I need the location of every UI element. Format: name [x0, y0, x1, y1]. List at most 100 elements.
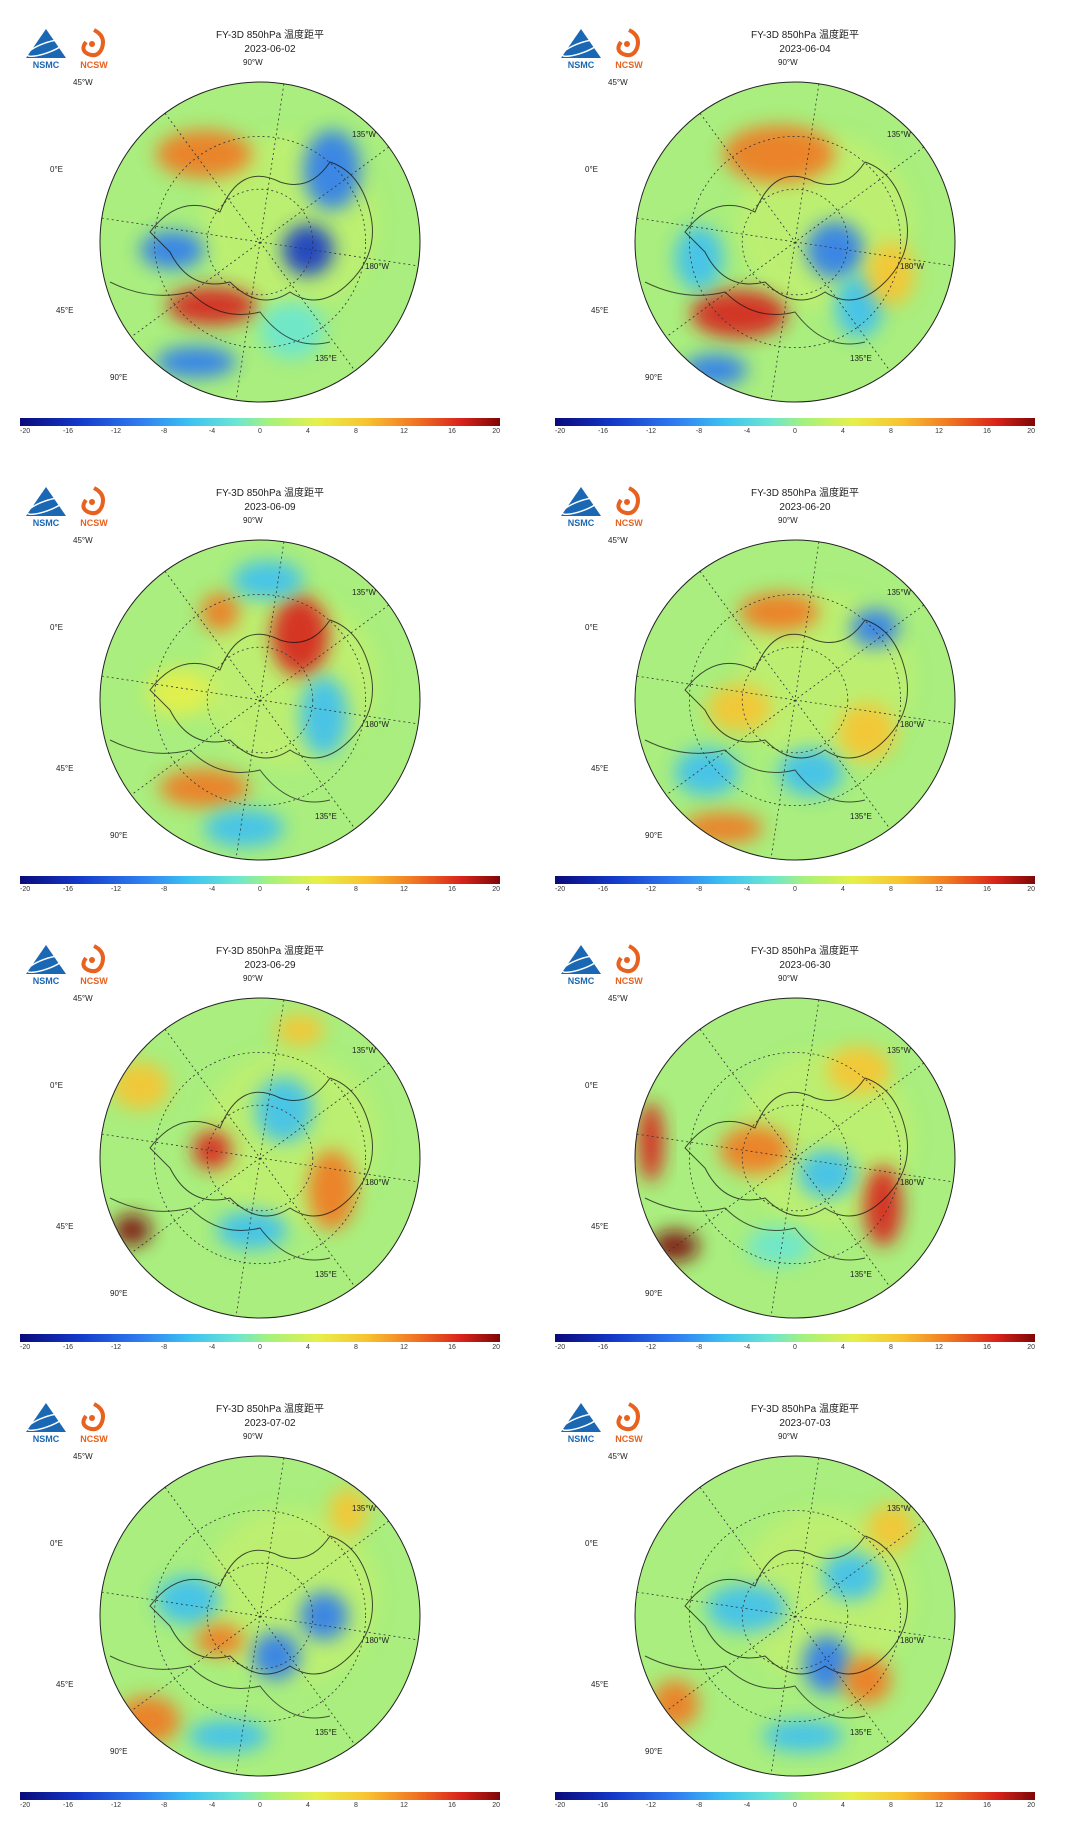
map-panel: NSMC NCSW FY-3D 850hPa 温度距平 2023-06-20 45°W 9… — [555, 478, 1035, 918]
anomaly-region — [843, 1656, 891, 1704]
colorbar-tick-label: 4 — [306, 1802, 310, 1809]
anomaly-region — [863, 1166, 903, 1246]
anomaly-region — [851, 608, 899, 648]
latitude-circle — [688, 1052, 901, 1264]
colorbar-ticks: -20 -16 -12 -8 -4 0 4 8 12 16 20 — [555, 1802, 1035, 1812]
latitude-circle — [153, 1052, 366, 1264]
anomaly-region — [683, 812, 763, 844]
anomaly-region — [140, 230, 204, 270]
latitude-circle — [741, 188, 849, 296]
panel-date: 2023-06-29 — [244, 960, 296, 971]
colorbar-tick-label: 8 — [354, 1802, 358, 1809]
colorbar-tick-label: -8 — [695, 886, 703, 893]
colorbar-tick-label: -12 — [110, 1344, 122, 1351]
colorbar-tick-label: 4 — [841, 1344, 845, 1351]
nsmc-logo: NSMC — [22, 484, 70, 528]
colorbar-tick-label: 0 — [258, 886, 262, 893]
colorbar-tick-label: 8 — [889, 886, 893, 893]
latitude-circle — [206, 188, 314, 296]
logos: NSMC NCSW — [557, 1400, 657, 1450]
panel-title: FY-3D 850hPa 温度距平 — [215, 946, 324, 957]
colorbar-tick-label: -16 — [62, 428, 74, 435]
colorbar-tick-label: -16 — [597, 1344, 609, 1351]
longitude-label: 0°E — [50, 165, 63, 174]
anomaly-region — [156, 346, 236, 378]
longitude-label: 180°W — [365, 720, 390, 729]
coastline — [149, 1535, 373, 1675]
colorbar-tick-label: 0 — [793, 428, 797, 435]
longitude-label: 90°E — [645, 1747, 663, 1756]
longitude-label: 90°W — [243, 516, 263, 525]
longitude-label: 90°E — [110, 1747, 128, 1756]
colorbar-tick-label: 12 — [935, 886, 943, 893]
longitude-label: 45°W — [608, 1452, 628, 1461]
map-border — [634, 539, 956, 861]
coastline — [684, 619, 908, 759]
coastline — [109, 1197, 331, 1261]
colorbar-tick-label: -4 — [208, 1802, 216, 1809]
colorbar-tick-label: -20 — [20, 886, 31, 893]
longitude-label: 0°E — [585, 1081, 598, 1090]
colorbar-tick-label: -4 — [208, 886, 216, 893]
colorbar-tick-label: 20 — [1027, 428, 1035, 435]
colorbar-tick-label: 0 — [793, 1802, 797, 1809]
anomaly-region — [675, 748, 739, 796]
longitude-label: 135°E — [850, 354, 872, 363]
latitude-circle — [153, 1510, 366, 1722]
longitude-label: 135°W — [352, 1046, 377, 1055]
colorbar-tick-label: 20 — [1027, 1344, 1035, 1351]
colorbar-tick-label: 16 — [983, 428, 991, 435]
anomaly-region — [691, 290, 787, 338]
anomaly-region — [806, 221, 864, 279]
colorbar-tick-label: 8 — [354, 428, 358, 435]
anomaly-region — [303, 130, 361, 210]
map-border — [634, 1455, 956, 1777]
coastline — [149, 1077, 373, 1217]
colorbar-tick-label: -12 — [645, 1344, 657, 1351]
colorbar-tick-label: 12 — [400, 1344, 408, 1351]
latitude-circle — [153, 594, 366, 806]
map-panel: NSMC NCSW FY-3D 850hPa 温度距平 2023-06-29 45°W 9… — [20, 936, 500, 1376]
colorbar — [20, 1334, 500, 1342]
map-border — [99, 81, 421, 403]
colorbar — [20, 876, 500, 884]
longitude-label: 90°W — [243, 58, 263, 67]
longitude-label: 45°W — [73, 994, 93, 1003]
colorbar-tick-label: -16 — [597, 428, 609, 435]
colorbar-tick-label: 4 — [841, 428, 845, 435]
anomaly-region — [651, 1680, 699, 1728]
coastline — [109, 281, 331, 345]
colorbar — [20, 418, 500, 426]
colorbar-tick-label: -20 — [555, 886, 566, 893]
anomaly-region — [159, 768, 249, 808]
anomaly-region — [723, 125, 835, 183]
colorbar-tick-label: -12 — [110, 1802, 122, 1809]
longitude-label: 45°E — [56, 306, 74, 315]
longitude-label: 45°W — [73, 78, 93, 87]
latitude-circle — [153, 136, 366, 348]
longitude-label: 135°E — [315, 1270, 337, 1279]
anomaly-region — [156, 1576, 220, 1624]
anomaly-region — [167, 286, 257, 326]
colorbar-tick-label: 16 — [983, 1344, 991, 1351]
anomaly-region — [328, 1488, 368, 1536]
map-panel: NSMC NCSW FY-3D 850hPa 温度距平 2023-07-02 45°W 9… — [20, 1394, 500, 1834]
colorbar-ticks: -20 -16 -12 -8 -4 0 4 8 12 16 20 — [555, 428, 1035, 438]
colorbar-tick-label: -8 — [695, 1344, 703, 1351]
colorbar-tick-label: -8 — [160, 428, 168, 435]
colorbar-tick-label: -8 — [160, 1344, 168, 1351]
colorbar-tick-label: -4 — [743, 1344, 751, 1351]
colorbar-tick-label: -12 — [645, 1802, 657, 1809]
map-border — [99, 539, 421, 861]
latitude-circle — [688, 136, 901, 348]
anomaly-region — [156, 130, 252, 178]
longitude-label: 0°E — [585, 1539, 598, 1548]
logos: NSMC NCSW — [22, 1400, 122, 1450]
longitude-label: 180°W — [900, 262, 925, 271]
colorbar-tick-label: 4 — [306, 886, 310, 893]
colorbar-tick-label: -20 — [555, 428, 566, 435]
longitude-label: 180°W — [365, 262, 390, 271]
panel-date: 2023-06-30 — [779, 960, 831, 971]
anomaly-region — [747, 1226, 811, 1266]
ncsw-logo: NCSW — [605, 26, 653, 70]
